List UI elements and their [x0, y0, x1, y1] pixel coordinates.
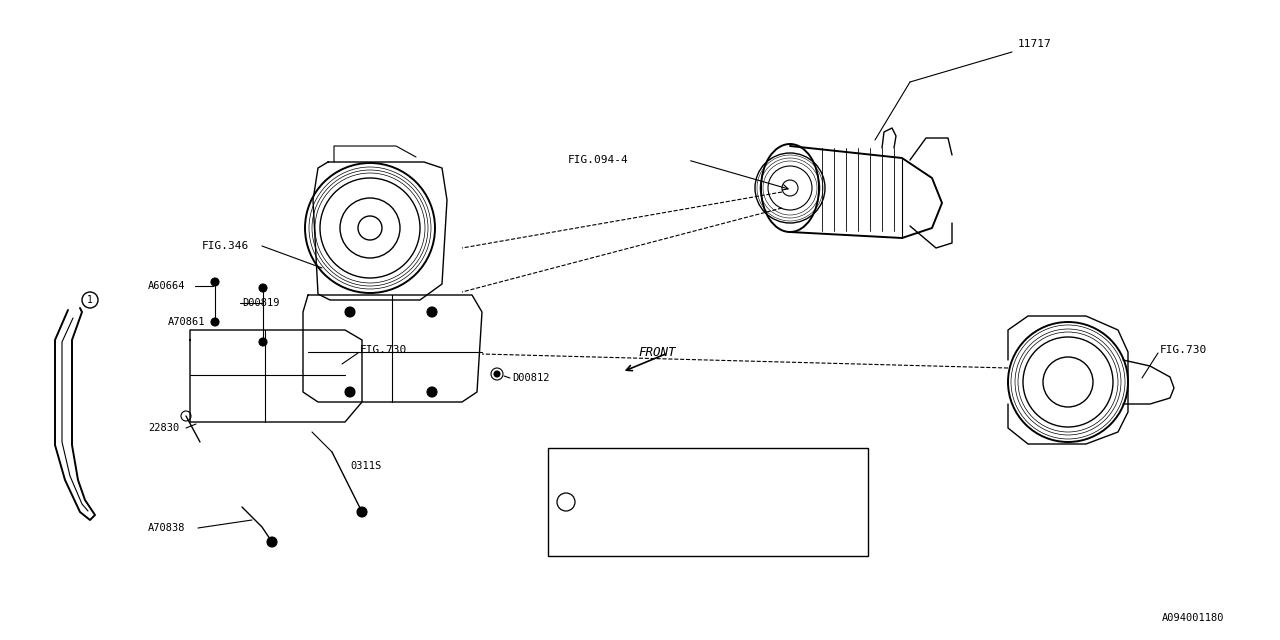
Circle shape — [346, 387, 355, 397]
Circle shape — [428, 387, 436, 397]
Circle shape — [494, 371, 500, 377]
Text: D00812: D00812 — [512, 373, 549, 383]
Text: A70838: A70838 — [148, 523, 186, 533]
Text: FIG.346: FIG.346 — [202, 241, 250, 251]
Text: A70861: A70861 — [168, 317, 206, 327]
Circle shape — [259, 338, 268, 346]
Circle shape — [346, 307, 355, 317]
Text: 0311S: 0311S — [349, 461, 381, 471]
Text: A094001180: A094001180 — [1162, 613, 1225, 623]
Text: 1: 1 — [563, 497, 568, 507]
Circle shape — [428, 307, 436, 317]
Text: FIG.730: FIG.730 — [360, 345, 407, 355]
Text: D00819: D00819 — [242, 298, 279, 308]
Text: FRONT: FRONT — [637, 346, 676, 358]
Text: 22830: 22830 — [148, 423, 179, 433]
Circle shape — [259, 284, 268, 292]
Text: FIG.730: FIG.730 — [1160, 345, 1207, 355]
Text: FIG.094-4: FIG.094-4 — [568, 155, 628, 165]
Text: 1: 1 — [87, 295, 93, 305]
Text: A60664: A60664 — [148, 281, 186, 291]
Circle shape — [211, 278, 219, 286]
Text: K21830（’04MY-05MY）: K21830（’04MY-05MY） — [594, 497, 716, 507]
Text: 11717: 11717 — [1018, 39, 1052, 49]
Circle shape — [357, 507, 367, 517]
Text: K21825（-’03MY）: K21825（-’03MY） — [594, 461, 689, 471]
FancyBboxPatch shape — [548, 448, 868, 556]
Text: K21842（’06MY-）: K21842（’06MY-） — [594, 533, 689, 543]
Circle shape — [268, 537, 276, 547]
Circle shape — [211, 318, 219, 326]
